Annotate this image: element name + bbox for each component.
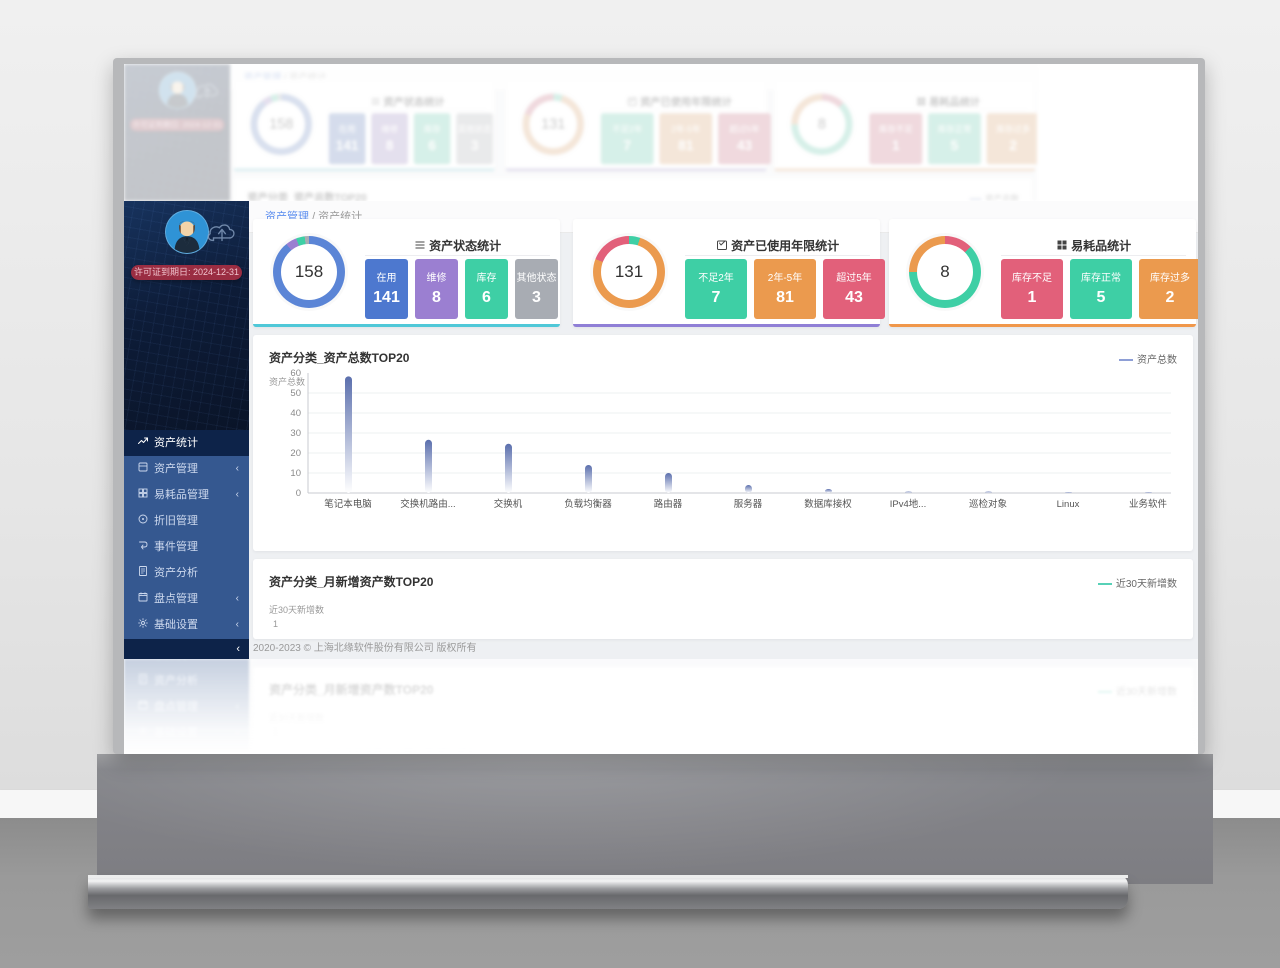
svg-text:交换机: 交换机 xyxy=(494,498,523,510)
svg-text:30: 30 xyxy=(290,428,301,439)
svg-text:路由器: 路由器 xyxy=(654,498,683,510)
svg-text:服务器: 服务器 xyxy=(734,498,763,510)
svg-text:IPv4地...: IPv4地... xyxy=(890,498,926,510)
svg-text:巡检对象: 巡检对象 xyxy=(969,498,1008,510)
svg-text:数据库接权: 数据库接权 xyxy=(804,498,852,510)
svg-text:Linux: Linux xyxy=(1057,499,1080,510)
svg-text:10: 10 xyxy=(290,468,301,479)
svg-text:0: 0 xyxy=(296,488,301,499)
svg-text:交换机路由...: 交换机路由... xyxy=(400,498,455,510)
svg-text:笔记本电脑: 笔记本电脑 xyxy=(324,498,372,510)
svg-text:40: 40 xyxy=(290,408,301,419)
svg-text:50: 50 xyxy=(290,388,301,399)
svg-text:业务软件: 业务软件 xyxy=(1129,498,1168,510)
svg-text:负载均衡器: 负载均衡器 xyxy=(564,498,612,510)
svg-text:20: 20 xyxy=(290,448,301,459)
